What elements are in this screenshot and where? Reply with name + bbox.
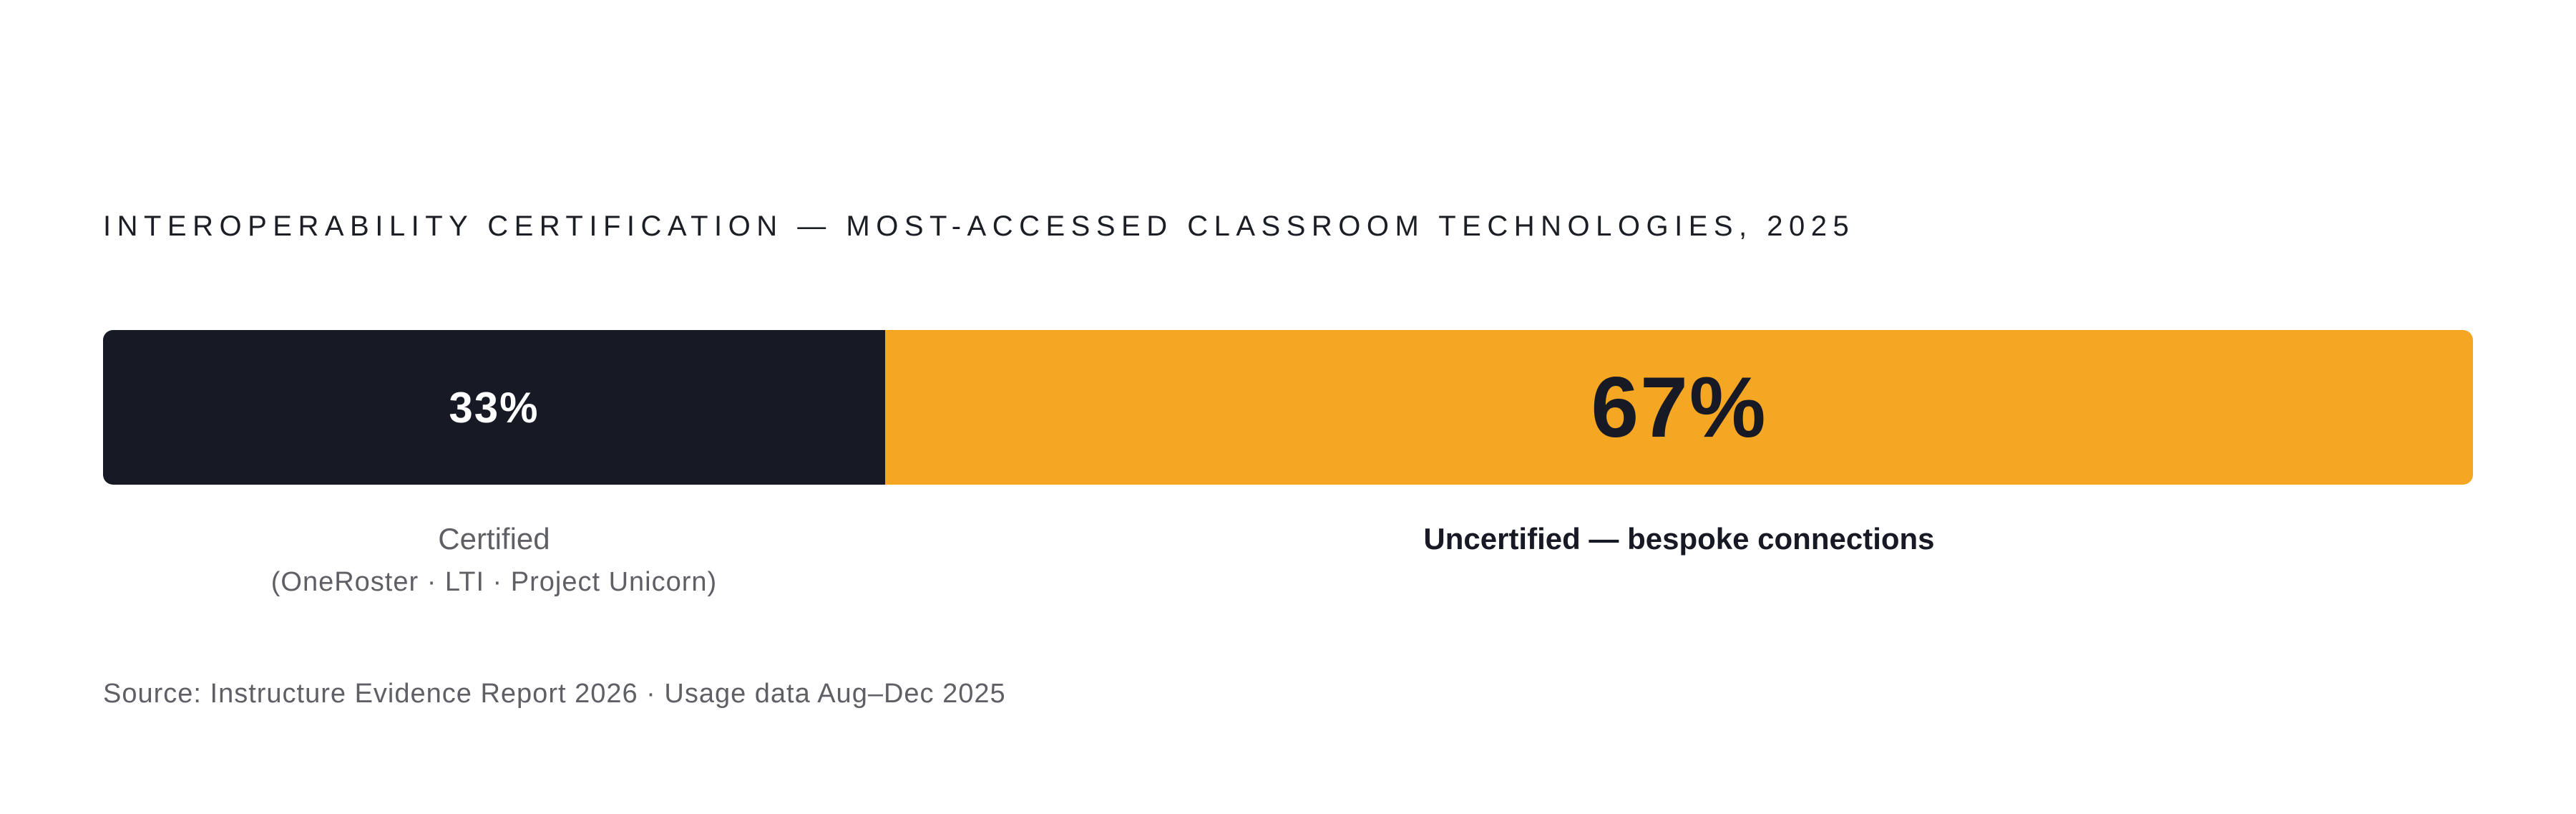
category-label-certified: Certified (OneRoster · LTI · Project Uni… — [271, 517, 717, 603]
stacked-bar: 33% 67% — [103, 330, 2473, 485]
bar-segment-uncertified: 67% — [884, 330, 2473, 485]
bar-segment-certified: 33% — [103, 330, 885, 485]
source-note: Source: Instructure Evidence Report 2026… — [103, 679, 1006, 709]
category-sublabel-certified: (OneRoster · LTI · Project Unicorn) — [270, 567, 718, 597]
category-label-uncertified: Uncertified — bespoke connections — [1423, 517, 1934, 561]
chart-title: INTEROPERABILITY CERTIFICATION — MOST-AC… — [103, 210, 1855, 242]
category-name-certified: Certified — [438, 522, 550, 556]
value-label-certified: 33% — [449, 383, 540, 432]
category-name-uncertified: Uncertified — bespoke connections — [1423, 522, 1935, 556]
value-label-uncertified: 67% — [1591, 359, 1767, 455]
